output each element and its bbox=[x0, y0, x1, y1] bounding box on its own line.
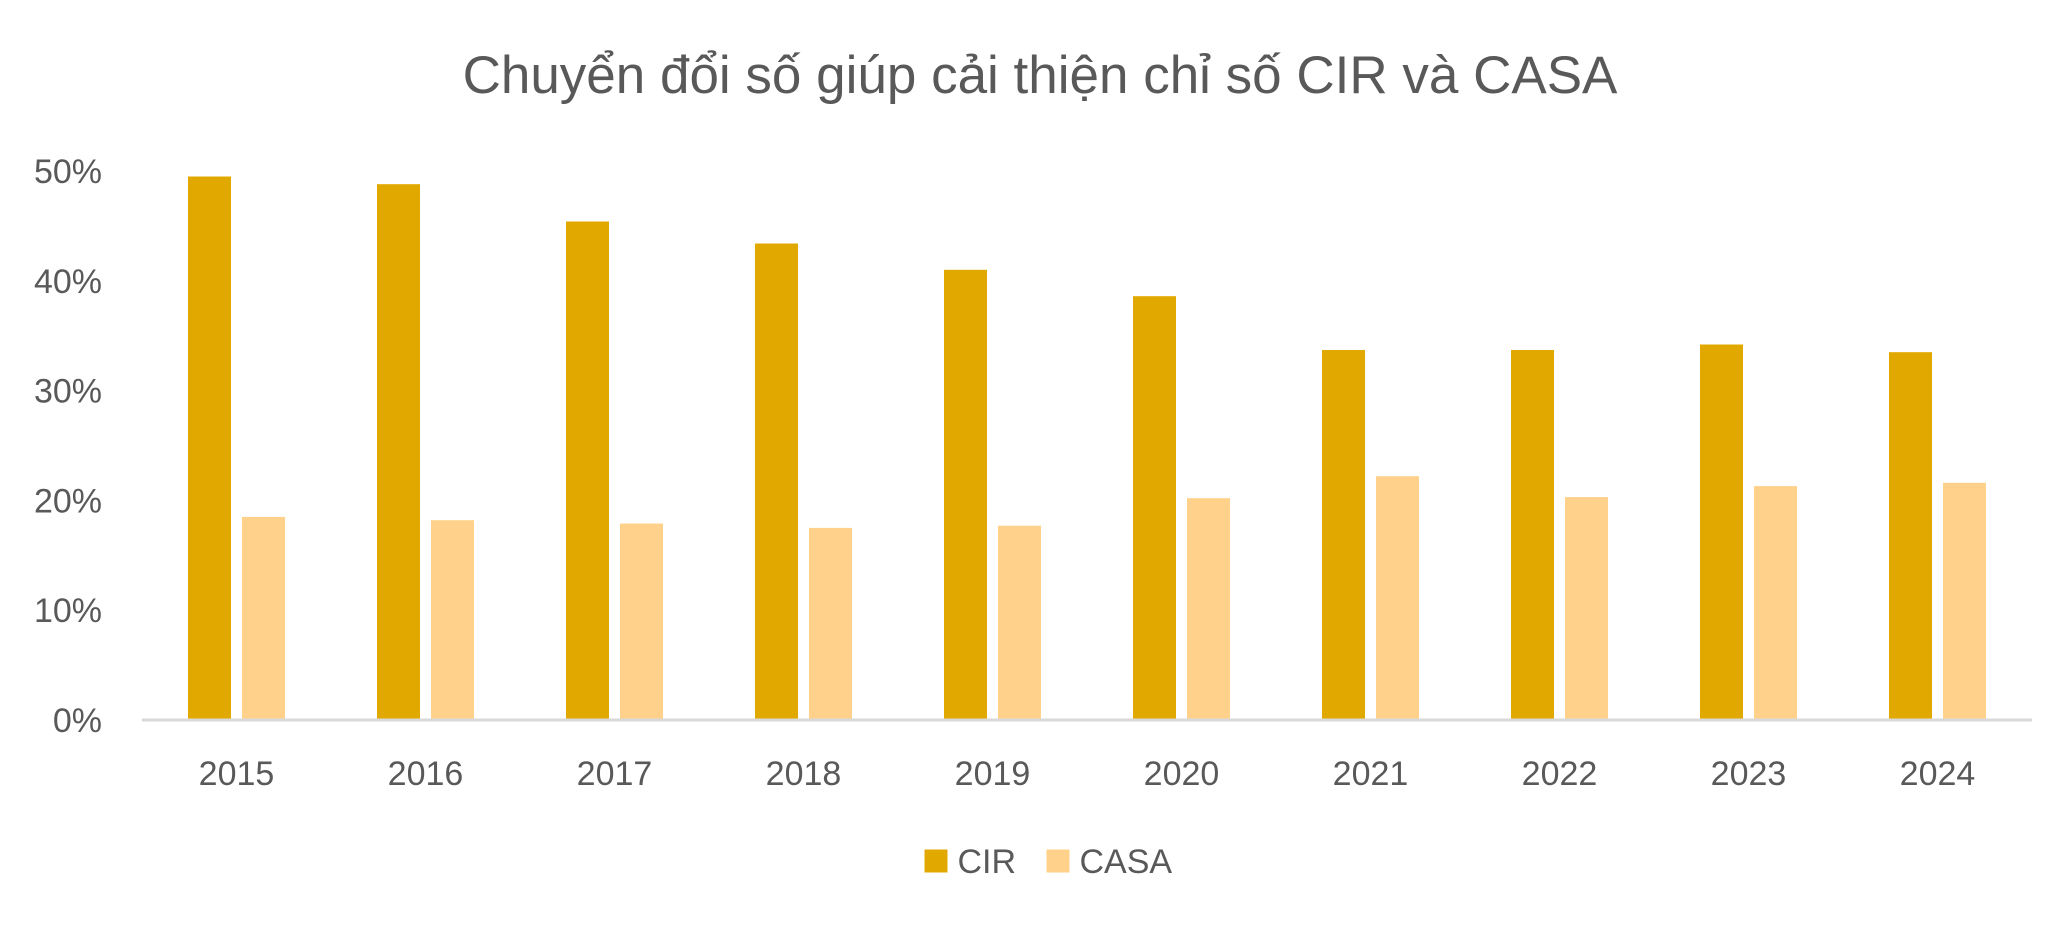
y-tick-label: 30% bbox=[34, 373, 102, 411]
x-tick-label: 2019 bbox=[955, 755, 1031, 793]
legend: CIR CASA bbox=[924, 843, 1173, 881]
bar-casa-2018 bbox=[809, 527, 852, 720]
bar-cir-2023 bbox=[1700, 344, 1743, 720]
bar-casa-2019 bbox=[998, 525, 1041, 720]
x-tick-label: 2021 bbox=[1333, 755, 1409, 793]
y-axis-ticks: 0% 10% 20% 30% 40% 50% bbox=[34, 153, 102, 740]
bar-casa-2024 bbox=[1943, 482, 1986, 720]
legend-swatch-cir bbox=[924, 849, 948, 873]
bar-casa-2015 bbox=[242, 516, 285, 720]
chart-title: Chuyển đổi số giúp cải thiện chỉ số CIR … bbox=[463, 46, 1618, 105]
x-tick-label: 2024 bbox=[1900, 755, 1976, 793]
bar-casa-2020 bbox=[1187, 498, 1230, 720]
bar-cir-2024 bbox=[1889, 352, 1932, 720]
bars bbox=[188, 176, 1986, 720]
x-tick-label: 2020 bbox=[1144, 755, 1220, 793]
bar-casa-2023 bbox=[1754, 486, 1797, 720]
legend-label-casa: CASA bbox=[1080, 843, 1173, 881]
bar-cir-2015 bbox=[188, 176, 231, 720]
bar-cir-2016 bbox=[377, 184, 420, 720]
bar-casa-2017 bbox=[620, 523, 663, 720]
x-tick-label: 2023 bbox=[1711, 755, 1787, 793]
legend-swatch-casa bbox=[1046, 849, 1070, 873]
bar-cir-2018 bbox=[755, 243, 798, 720]
x-tick-label: 2017 bbox=[577, 755, 653, 793]
bar-cir-2019 bbox=[944, 269, 987, 720]
y-tick-label: 0% bbox=[53, 702, 102, 740]
bar-casa-2021 bbox=[1376, 476, 1419, 720]
x-tick-label: 2018 bbox=[766, 755, 842, 793]
bar-casa-2016 bbox=[431, 520, 474, 720]
x-tick-label: 2016 bbox=[388, 755, 464, 793]
x-tick-label: 2022 bbox=[1522, 755, 1598, 793]
bar-cir-2020 bbox=[1133, 296, 1176, 720]
bar-cir-2017 bbox=[566, 221, 609, 720]
y-tick-label: 20% bbox=[34, 482, 102, 520]
y-tick-label: 10% bbox=[34, 592, 102, 630]
bar-casa-2022 bbox=[1565, 497, 1608, 720]
x-axis-ticks: 2015 2016 2017 2018 2019 2020 2021 2022 2023 2024 bbox=[199, 755, 1976, 793]
bar-cir-2021 bbox=[1322, 350, 1365, 720]
y-tick-label: 40% bbox=[34, 263, 102, 301]
x-tick-label: 2015 bbox=[199, 755, 275, 793]
bar-cir-2022 bbox=[1511, 350, 1554, 720]
y-tick-label: 50% bbox=[34, 153, 102, 191]
legend-label-cir: CIR bbox=[958, 843, 1017, 881]
